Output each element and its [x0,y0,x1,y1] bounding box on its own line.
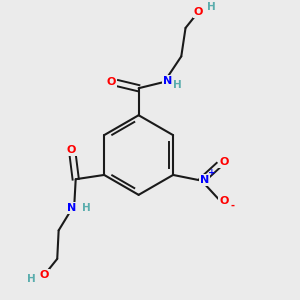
Text: H: H [173,80,182,90]
Text: O: O [106,77,116,87]
Text: O: O [219,196,228,206]
Text: O: O [40,270,49,280]
Text: N: N [163,76,172,85]
Text: H: H [27,274,35,284]
Text: O: O [67,145,76,155]
Text: O: O [194,7,203,17]
Text: H: H [82,203,91,213]
Text: H: H [207,2,216,12]
Text: +: + [208,168,215,177]
Text: N: N [67,203,76,213]
Text: N: N [200,175,210,185]
Text: -: - [230,200,234,210]
Text: O: O [219,157,228,167]
